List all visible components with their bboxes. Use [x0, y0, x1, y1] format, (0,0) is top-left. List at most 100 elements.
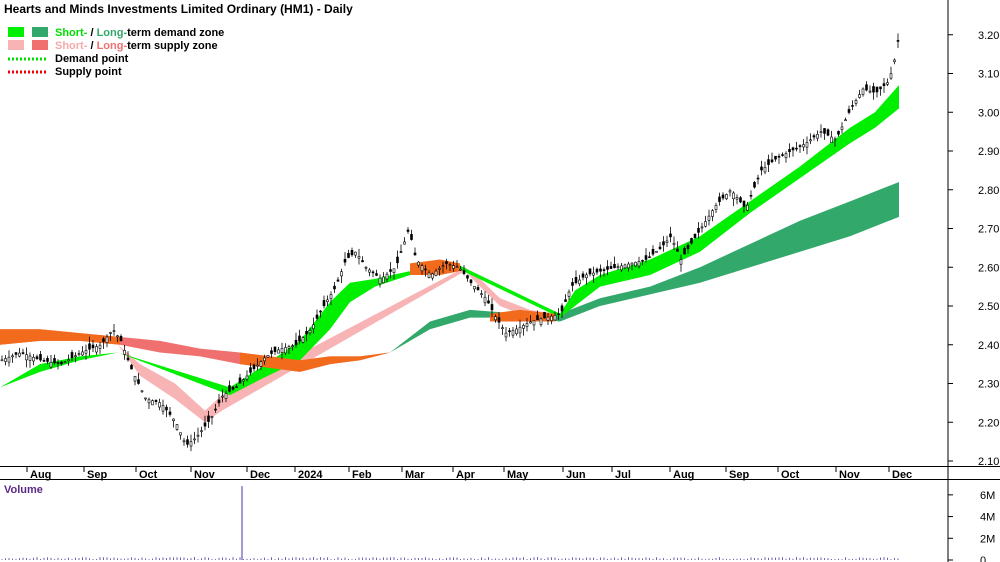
candle-body [686, 245, 690, 249]
candle-body [319, 310, 322, 313]
candle-body [203, 422, 207, 427]
candle-body [662, 241, 665, 246]
candle-body [172, 418, 175, 421]
x-tick-label: 2024 [298, 469, 323, 481]
candle-body [200, 430, 203, 432]
candle-body [595, 268, 599, 273]
x-tick-label: Nov [839, 469, 861, 481]
candle-body [893, 59, 896, 62]
candle-body [312, 324, 315, 329]
supply-zone-swatch-long [32, 40, 48, 50]
candles [0, 33, 900, 452]
candle-body [616, 266, 620, 269]
candle-body [795, 147, 798, 150]
candle-body [791, 147, 795, 151]
candle-body [697, 228, 700, 233]
vol-tick-label: 0 [980, 555, 986, 562]
candle-body [462, 270, 466, 275]
x-tick-label: Aug [30, 469, 51, 481]
candle-body [186, 439, 189, 445]
candle-body [91, 344, 95, 349]
candle-body [308, 329, 312, 334]
candle-body [879, 86, 882, 90]
candle-body [469, 279, 473, 284]
candle-body [830, 136, 833, 143]
candle-body [63, 361, 67, 364]
candle-body [270, 350, 273, 354]
candle-body [585, 274, 588, 279]
candle-body [539, 318, 543, 325]
y-tick-label: 2.90 [978, 146, 999, 158]
supply-zone-label: Short- / Long-term supply zone [55, 40, 218, 52]
candle-body [256, 364, 259, 367]
candle-body [431, 273, 434, 279]
candle-body [123, 350, 126, 355]
candle-body [116, 335, 119, 338]
x-tick-label: Jun [566, 469, 586, 481]
candle-body [294, 339, 298, 346]
y-tick-label: 2.30 [978, 379, 999, 391]
candle-body [147, 399, 151, 404]
vol-tick-label: 4M [980, 512, 995, 524]
candle-body [466, 275, 469, 279]
demand-zone-swatch-short [8, 27, 24, 37]
candle-body [60, 361, 63, 365]
candle-body [473, 286, 476, 290]
candle-body [651, 249, 655, 255]
candle-body [305, 330, 308, 335]
candle-body [812, 135, 816, 138]
candle-body [126, 357, 130, 361]
candle-body [550, 315, 553, 321]
candle-body [693, 234, 697, 239]
candle-body [714, 204, 718, 210]
candle-body [777, 155, 781, 158]
candle-body [546, 316, 550, 321]
candle-body [448, 264, 452, 266]
supply-zone-swatch-short [8, 40, 24, 50]
candle-body [252, 364, 256, 370]
candle-body [588, 268, 592, 275]
candle-body [483, 296, 487, 304]
candle-body [721, 194, 725, 199]
candle-body [266, 355, 270, 358]
y-tick-label: 2.10 [978, 456, 999, 468]
candle-body [179, 432, 182, 436]
candle-body [819, 131, 823, 133]
y-tick-label: 3.00 [978, 107, 999, 119]
candle-body [81, 351, 84, 356]
demand-point-label: Demand point [55, 53, 129, 65]
candle-body [25, 354, 28, 361]
candle-body [287, 346, 291, 349]
candle-body [343, 258, 347, 263]
y-tick-label: 3.20 [978, 30, 999, 42]
candle-body [133, 375, 137, 382]
candle-body [336, 279, 340, 282]
candle-body [840, 126, 844, 130]
candle-body [445, 261, 448, 264]
candle-body [214, 408, 217, 411]
candle-body [847, 109, 851, 113]
candle-body [753, 181, 756, 188]
candle-body [228, 385, 231, 392]
candle-body [865, 84, 868, 91]
candle-body [56, 362, 60, 364]
candle-body [676, 248, 679, 252]
candle-body [326, 299, 329, 303]
candle-body [805, 142, 809, 148]
candle-body [88, 343, 91, 350]
demand-zone-label: Short- / Long-term demand zone [55, 27, 224, 39]
vol-tick-label: 6M [980, 490, 995, 502]
candle-body [378, 277, 382, 285]
candle-body [707, 215, 711, 221]
candle-body [371, 271, 375, 274]
candle-body [434, 270, 438, 276]
candle-body [368, 269, 371, 273]
candle-body [844, 119, 847, 122]
candle-body [322, 300, 326, 307]
candle-body [4, 358, 7, 362]
candle-body [606, 266, 609, 270]
candle-body [53, 358, 56, 364]
y-tick-label: 2.80 [978, 185, 999, 197]
candle-body [399, 251, 403, 253]
